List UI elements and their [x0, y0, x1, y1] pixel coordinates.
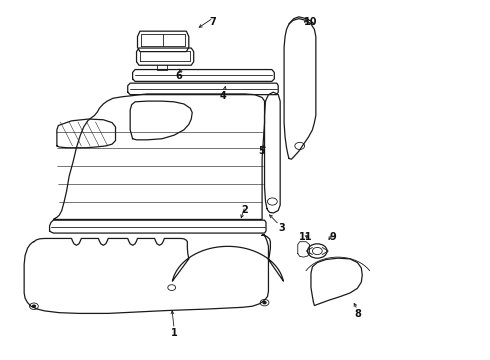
Text: 5: 5 — [259, 145, 266, 156]
Text: 3: 3 — [278, 224, 285, 233]
Text: 2: 2 — [242, 206, 248, 216]
Text: 8: 8 — [354, 310, 361, 319]
Text: 6: 6 — [175, 71, 182, 81]
Text: 11: 11 — [299, 232, 313, 242]
Text: 9: 9 — [330, 232, 336, 242]
Text: 10: 10 — [304, 17, 318, 27]
Circle shape — [263, 302, 266, 304]
Text: 7: 7 — [210, 17, 217, 27]
Circle shape — [32, 305, 35, 307]
Text: 4: 4 — [220, 91, 226, 101]
Text: 1: 1 — [171, 328, 177, 338]
